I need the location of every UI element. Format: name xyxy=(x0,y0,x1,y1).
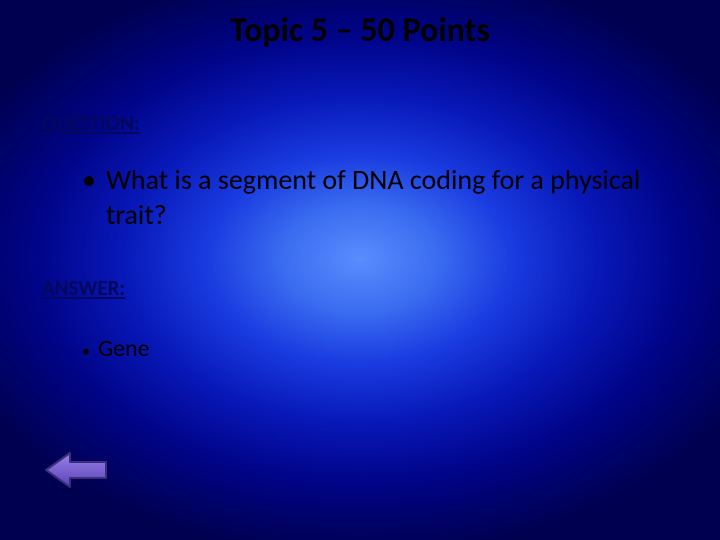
question-bullet: • xyxy=(82,162,96,232)
slide-title: Topic 5 – 50 Points xyxy=(0,10,720,51)
answer-text-block: • Gene xyxy=(82,334,150,363)
question-text: What is a segment of DNA coding for a ph… xyxy=(106,162,680,232)
answer-label: ANSWER: xyxy=(42,275,125,301)
question-text-block: • What is a segment of DNA coding for a … xyxy=(82,162,680,232)
back-arrow-button[interactable] xyxy=(44,450,108,490)
question-label: QUESTION: xyxy=(42,110,140,136)
answer-bullet: • xyxy=(82,342,90,361)
answer-text: Gene xyxy=(98,334,150,363)
arrow-left-icon xyxy=(44,450,108,490)
